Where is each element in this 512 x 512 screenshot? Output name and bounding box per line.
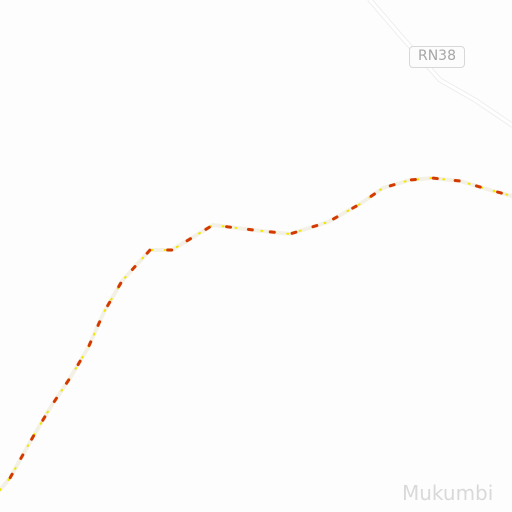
road-shield-icon[interactable]: RN38 [409, 46, 465, 68]
route-traffic-light [0, 177, 512, 491]
route-line [0, 176, 512, 492]
road-fill [368, 0, 512, 127]
place-label[interactable]: Mukumbi [402, 481, 494, 505]
road-label: RN38 [417, 48, 456, 64]
route-traffic-heavy [0, 176, 512, 492]
